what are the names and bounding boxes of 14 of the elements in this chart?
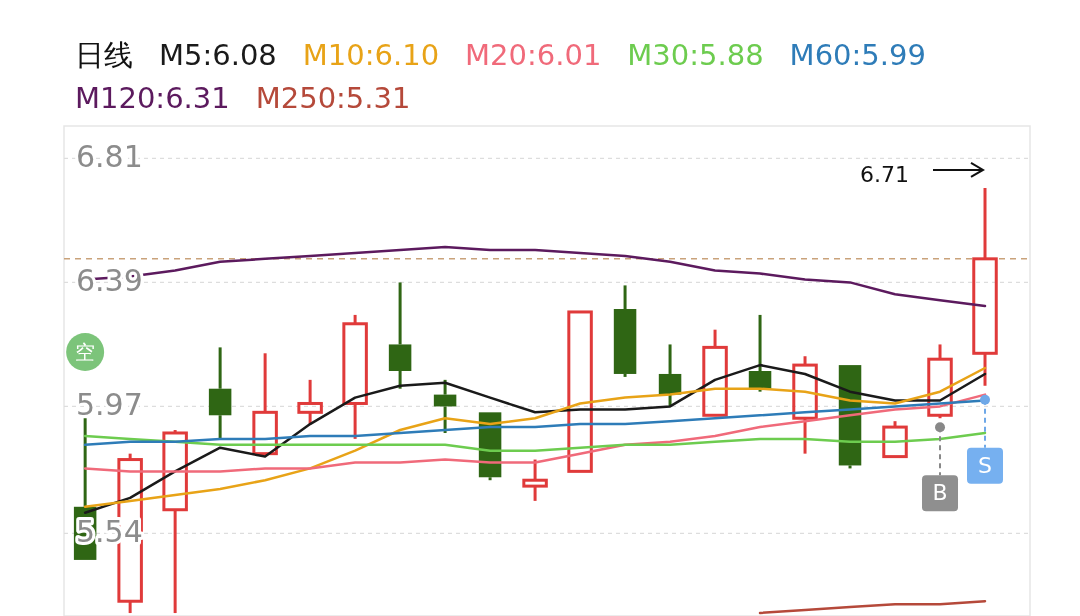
annotation: S xyxy=(978,452,992,478)
y-tick-label: 6.81 xyxy=(76,138,143,174)
text: M120:6.31 xyxy=(75,81,230,115)
text: M250:5.31 xyxy=(255,81,411,115)
text: M10:6.10 xyxy=(302,38,440,72)
y-tick-label: 5.97 xyxy=(76,386,143,422)
text: M20:6.01 xyxy=(465,38,602,72)
annotation: 6.71 xyxy=(860,161,909,187)
text: M30:5.88 xyxy=(627,38,764,72)
annotation: 空 xyxy=(75,339,96,364)
text: M5:6.08 xyxy=(159,38,277,72)
chart-title: 日线 xyxy=(75,38,133,72)
text: M60:5.99 xyxy=(789,38,926,72)
annotation: B xyxy=(932,480,948,506)
